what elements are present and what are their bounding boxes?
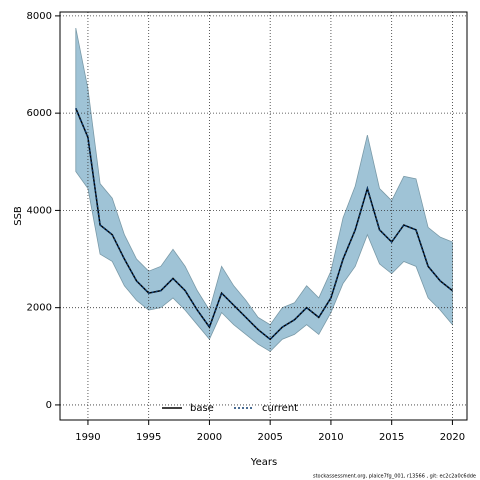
plot-frame — [59, 11, 468, 421]
x-tick-label: 2010 — [318, 432, 343, 443]
y-tick-label: 4000 — [27, 205, 52, 216]
y-tick-label: 8000 — [27, 11, 52, 22]
x-tick-label: 1990 — [75, 432, 100, 443]
x-tick-label: 1995 — [136, 432, 161, 443]
x-tick-label: 2020 — [440, 432, 465, 443]
y-tick-label: 6000 — [27, 108, 52, 119]
legend-label: current — [262, 403, 298, 414]
y-tick-label: 2000 — [27, 303, 52, 314]
legend-label: base — [190, 403, 214, 414]
x-tick-label: 2005 — [257, 432, 282, 443]
series-line — [75, 107, 453, 341]
y-axis-label: SSB — [13, 206, 24, 226]
x-tick-label: 2015 — [379, 432, 404, 443]
confidence-band — [75, 27, 453, 352]
footnote: stockassessment.org, plaice7fg_001, r135… — [313, 474, 476, 480]
x-axis-label: Years — [250, 457, 277, 468]
y-tick-label: 0 — [46, 400, 52, 411]
x-tick-label: 2000 — [197, 432, 222, 443]
